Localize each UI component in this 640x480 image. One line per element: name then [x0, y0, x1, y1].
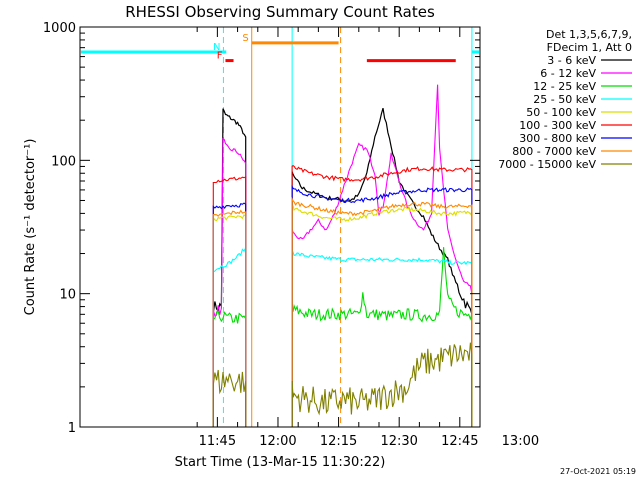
legend-entry-label: 50 - 100 keV — [526, 106, 596, 119]
series-line-100-300-kev — [291, 164, 473, 427]
series-lines — [212, 84, 473, 427]
x-tick-label: 12:30 — [380, 434, 417, 449]
x-axis-label: Start Time (13-Mar-15 11:30:22) — [175, 455, 386, 470]
legend: Det 1,3,5,6,7,9,FDecim 1, Att 03 - 6 keV… — [498, 28, 632, 171]
state-band-label: S — [242, 33, 248, 44]
x-tick-label: 12:00 — [259, 434, 296, 449]
axes — [79, 26, 481, 428]
legend-entry-label: 800 - 7000 keV — [512, 145, 596, 158]
series-line-100-300-kev — [212, 176, 247, 427]
series-line-50-100-kev — [212, 214, 247, 427]
legend-header-line: Det 1,3,5,6,7,9, — [546, 28, 632, 41]
series-line-6-12-kev — [212, 137, 247, 427]
series-line-800-7000-kev — [212, 209, 247, 427]
y-axis-label: Count Rate (s⁻¹ detector⁻¹) — [23, 139, 38, 316]
generated-timestamp: 27-Oct-2021 05:19 — [560, 467, 636, 476]
series-line-7000-15000-kev — [291, 342, 473, 427]
series-line-300-800-kev — [212, 202, 247, 427]
plot-frame — [79, 26, 481, 428]
legend-header-line: FDecim 1, Att 0 — [547, 41, 632, 54]
legend-entry-label: 25 - 50 keV — [533, 93, 596, 106]
state-band-label: F — [217, 51, 223, 62]
series-line-25-50-kev — [212, 245, 247, 427]
tick-labels: 1 10 100 1000 11:45 12:00 12:15 12:30 12:45 13:00 — [43, 21, 539, 449]
legend-entry-label: 12 - 25 keV — [533, 80, 596, 93]
series-line-800-7000-kev — [291, 196, 473, 427]
state-band-label: N — [213, 42, 220, 53]
legend-entry-label: 300 - 800 keV — [519, 132, 596, 145]
instrument-state-bands: NF S — [81, 33, 479, 63]
series-line-50-100-kev — [291, 205, 473, 427]
y-tick-label: 10 — [59, 288, 76, 303]
series-line-12-25-kev — [291, 247, 473, 427]
x-tick-label: 12:15 — [320, 434, 357, 449]
chart-title: RHESSI Observing Summary Count Rates — [125, 3, 435, 21]
series-line-25-50-kev — [291, 249, 473, 427]
legend-entry-label: 3 - 6 keV — [547, 54, 596, 67]
series-line-7000-15000-kev — [212, 369, 247, 427]
legend-entry-label: 7000 - 15000 keV — [498, 158, 596, 171]
legend-entry-label: 6 - 12 keV — [540, 67, 596, 80]
y-tick-label: 1000 — [43, 21, 76, 36]
series-line-12-25-kev — [212, 310, 247, 427]
x-tick-label: 11:45 — [199, 434, 236, 449]
x-tick-label: 12:45 — [441, 434, 478, 449]
series-line-300-800-kev — [291, 184, 473, 427]
y-tick-label: 100 — [51, 154, 76, 169]
x-tick-label: 13:00 — [502, 434, 539, 449]
legend-entry-label: 100 - 300 keV — [519, 119, 596, 132]
y-tick-label: 1 — [68, 421, 76, 436]
